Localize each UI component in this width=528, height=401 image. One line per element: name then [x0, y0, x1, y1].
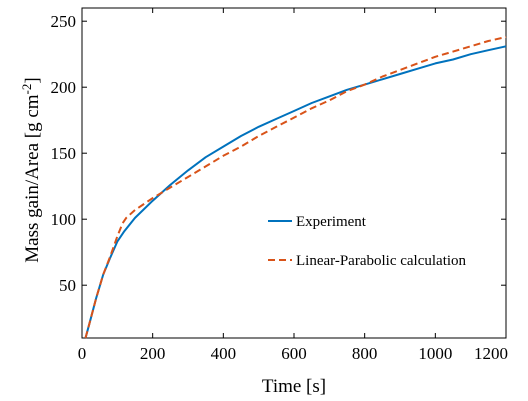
x-axis-label: Time [s]	[262, 376, 326, 397]
y-axis-label-main: Mass gain/Area [g cm	[22, 94, 43, 263]
x-tick-label-400: 400	[211, 344, 237, 363]
x-tick-label-600: 600	[281, 344, 307, 363]
x-tick-label-1200: 1200	[474, 344, 508, 363]
y-axis-label-suffix: ]	[22, 77, 43, 83]
legend: Experiment Linear-Parabolic calculation	[268, 214, 467, 269]
plot-frame	[81, 7, 507, 339]
legend-label-experiment: Experiment	[296, 214, 367, 230]
y-tick-label-200: 200	[51, 78, 77, 97]
y-tick-label-150: 150	[51, 144, 77, 163]
y-axis-label: Mass gain/Area [g cm-2]	[19, 77, 43, 262]
series-line-linear-parabolic	[84, 36, 507, 339]
y-tick-label-100: 100	[51, 210, 77, 229]
y-tick-label-250: 250	[51, 12, 77, 31]
legend-label-linear-parabolic: Linear-Parabolic calculation	[296, 253, 467, 269]
x-tick-label-0: 0	[78, 344, 87, 363]
x-tick-label-1000: 1000	[418, 344, 452, 363]
series-line-experiment	[84, 45, 507, 339]
x-tick-label-200: 200	[140, 344, 166, 363]
plot-area: 0 200 400 600 800 1000 1200 50 100 150 200 250	[51, 7, 508, 363]
tick-group: 0 200 400 600 800 1000 1200 50 100 150 200 250	[51, 8, 508, 363]
y-axis-label-superscript: -2	[19, 84, 34, 95]
series-group	[84, 36, 507, 339]
x-tick-label-800: 800	[352, 344, 378, 363]
y-tick-label-50: 50	[59, 276, 76, 295]
